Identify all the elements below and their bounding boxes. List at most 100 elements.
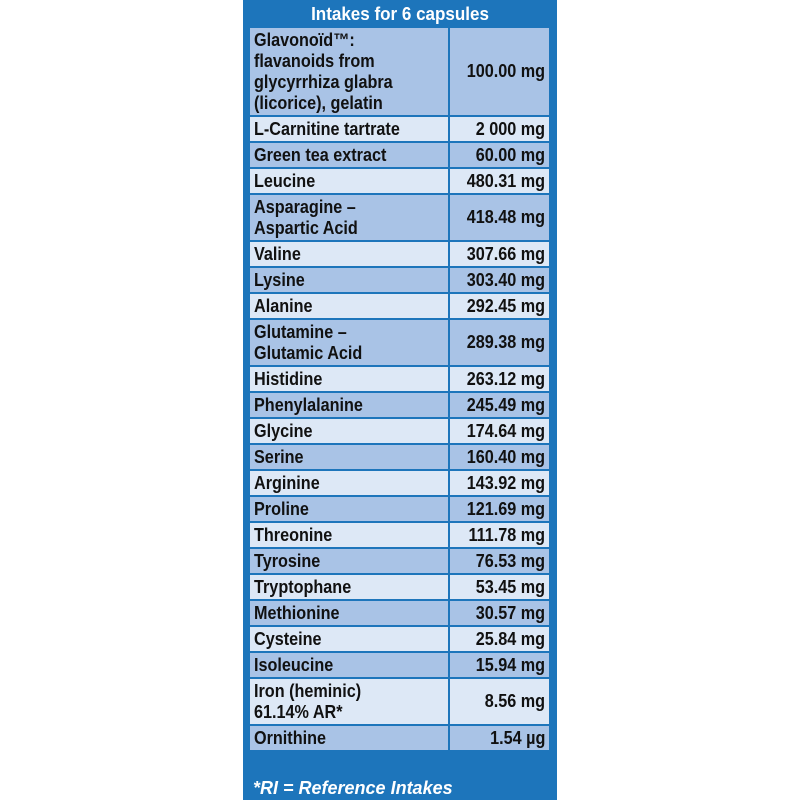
nutrition-panel: Intakes for 6 capsules Glavonoïd™: flavan… <box>243 0 557 800</box>
ingredient-amount-value: 121.69 mg <box>466 498 545 519</box>
ingredient-name: Methionine <box>248 599 450 627</box>
ingredient-amount-value: 303.40 mg <box>466 269 545 290</box>
ingredient-name: Iron (heminic) 61.14% AR* <box>248 677 450 726</box>
ingredient-name-line: Aspartic Acid <box>254 217 358 238</box>
ingredient-name-line: Green tea extract <box>254 144 387 165</box>
table-row: Serine 160.40 mg <box>248 443 551 471</box>
ingredient-amount: 418.48 mg <box>448 193 551 242</box>
ingredient-name: Glavonoïd™: flavanoids from glycyrrhiza gl… <box>248 26 450 117</box>
ingredient-name-line: 61.14% AR* <box>254 701 343 722</box>
ingredient-amount-value: 111.78 mg <box>468 524 545 545</box>
ingredient-amount: 245.49 mg <box>448 391 551 419</box>
table-title: Intakes for 6 capsules <box>311 3 489 24</box>
table-row: L-Carnitine tartrate 2 000 mg <box>248 115 551 143</box>
ingredient-name: Glutamine – Glutamic Acid <box>248 318 450 367</box>
ingredient-name-line: Glutamic Acid <box>254 342 363 363</box>
ingredient-amount-value: 100.00 mg <box>466 61 545 81</box>
ingredient-amount: 480.31 mg <box>448 167 551 195</box>
ingredient-amount-value: 76.53 mg <box>475 550 545 571</box>
ingredient-amount: 263.12 mg <box>448 365 551 393</box>
ingredient-name: Asparagine – Aspartic Acid <box>248 193 450 242</box>
table-row: Threonine 111.78 mg <box>248 521 551 549</box>
ingredient-amount: 30.57 mg <box>448 599 551 627</box>
ingredient-name-line: Valine <box>254 243 301 264</box>
ingredient-amount: 292.45 mg <box>448 292 551 320</box>
ingredient-name: Alanine <box>248 292 450 320</box>
ingredient-name-line: Leucine <box>254 170 316 191</box>
table-row: Phenylalanine 245.49 mg <box>248 391 551 419</box>
ingredient-amount-value: 30.57 mg <box>475 602 545 623</box>
ingredient-amount: 8.56 mg <box>448 677 551 726</box>
ingredient-amount: 160.40 mg <box>448 443 551 471</box>
table-row: Alanine 292.45 mg <box>248 292 551 320</box>
ingredient-name-line: Proline <box>254 498 309 519</box>
table-row: Lysine 303.40 mg <box>248 266 551 294</box>
ingredient-amount: 143.92 mg <box>448 469 551 497</box>
table-row: Green tea extract 60.00 mg <box>248 141 551 169</box>
table-row: Methionine 30.57 mg <box>248 599 551 627</box>
ingredient-name-line: Methionine <box>254 602 340 623</box>
ingredient-name-line: Lysine <box>254 269 305 290</box>
ingredient-name-line: (licorice), gelatin <box>254 92 383 113</box>
ingredient-name: Threonine <box>248 521 450 549</box>
ingredient-amount: 53.45 mg <box>448 573 551 601</box>
ingredient-name: Arginine <box>248 469 450 497</box>
table-row: Histidine 263.12 mg <box>248 365 551 393</box>
table-row: Valine 307.66 mg <box>248 240 551 268</box>
table-row: Iron (heminic) 61.14% AR* 8.56 mg <box>248 677 551 726</box>
ingredient-name: Phenylalanine <box>248 391 450 419</box>
ingredient-name-line: Ornithine <box>254 727 326 748</box>
ingredient-amount: 2 000 mg <box>448 115 551 143</box>
table-row: Glavonoïd™: flavanoids from glycyrrhiza gl… <box>248 26 551 117</box>
ingredient-name-line: Glutamine – <box>254 321 347 342</box>
ingredient-amount: 1.54 µg <box>448 724 551 752</box>
ingredient-name: Lysine <box>248 266 450 294</box>
ingredient-name: Cysteine <box>248 625 450 653</box>
table-row: Ornithine 1.54 µg <box>248 724 551 752</box>
ingredient-name-line: flavanoids from <box>254 50 375 71</box>
ingredient-amount-value: 263.12 mg <box>466 368 545 389</box>
table-row: Cysteine 25.84 mg <box>248 625 551 653</box>
ingredient-amount: 100.00 mg <box>448 26 551 117</box>
ingredient-name-line: Isoleucine <box>254 654 334 675</box>
ingredient-amount: 111.78 mg <box>448 521 551 549</box>
ingredient-name-line: Tryptophane <box>254 576 352 597</box>
ingredient-amount: 25.84 mg <box>448 625 551 653</box>
ingredient-amount: 307.66 mg <box>448 240 551 268</box>
table-row: Glycine 174.64 mg <box>248 417 551 445</box>
ingredient-amount-value: 15.94 mg <box>475 654 545 675</box>
ingredient-name-line: Alanine <box>254 295 313 316</box>
ingredient-name-line: glycyrrhiza glabra <box>254 71 393 92</box>
ingredient-amount-value: 143.92 mg <box>466 472 545 493</box>
ingredient-name: Serine <box>248 443 450 471</box>
ingredient-name-line: Iron (heminic) <box>254 680 362 701</box>
ingredient-amount-value: 480.31 mg <box>466 170 545 191</box>
ingredient-amount: 174.64 mg <box>448 417 551 445</box>
ingredient-name-line: Threonine <box>254 524 333 545</box>
intake-table-body: Glavonoïd™: flavanoids from glycyrrhiza gl… <box>248 26 551 752</box>
ingredient-amount-value: 289.38 mg <box>466 332 545 352</box>
table-row: Tyrosine 76.53 mg <box>248 547 551 575</box>
ingredient-name-line: Arginine <box>254 472 320 493</box>
ingredient-amount-value: 60.00 mg <box>475 144 545 165</box>
ingredient-name-line: Tyrosine <box>254 550 321 571</box>
table-row: Leucine 480.31 mg <box>248 167 551 195</box>
ingredient-amount: 76.53 mg <box>448 547 551 575</box>
ingredient-name-line: Glycine <box>254 420 313 441</box>
ingredient-name: L-Carnitine tartrate <box>248 115 450 143</box>
ingredient-amount: 15.94 mg <box>448 651 551 679</box>
ingredient-name: Ornithine <box>248 724 450 752</box>
ingredient-name-line: Phenylalanine <box>254 394 363 415</box>
table-row: Tryptophane 53.45 mg <box>248 573 551 601</box>
ingredient-amount: 60.00 mg <box>448 141 551 169</box>
ingredient-name-line: Histidine <box>254 368 323 389</box>
table-row: Arginine 143.92 mg <box>248 469 551 497</box>
ingredient-amount-value: 1.54 µg <box>489 727 545 748</box>
ingredient-name-line: Asparagine – <box>254 196 356 217</box>
ingredient-amount-value: 174.64 mg <box>466 420 545 441</box>
ingredient-amount-value: 8.56 mg <box>484 691 545 711</box>
ingredient-name: Proline <box>248 495 450 523</box>
table-row: Glutamine – Glutamic Acid 289.38 mg <box>248 318 551 367</box>
table-row: Isoleucine 15.94 mg <box>248 651 551 679</box>
ingredient-name-line: Glavonoïd™: <box>254 29 355 50</box>
